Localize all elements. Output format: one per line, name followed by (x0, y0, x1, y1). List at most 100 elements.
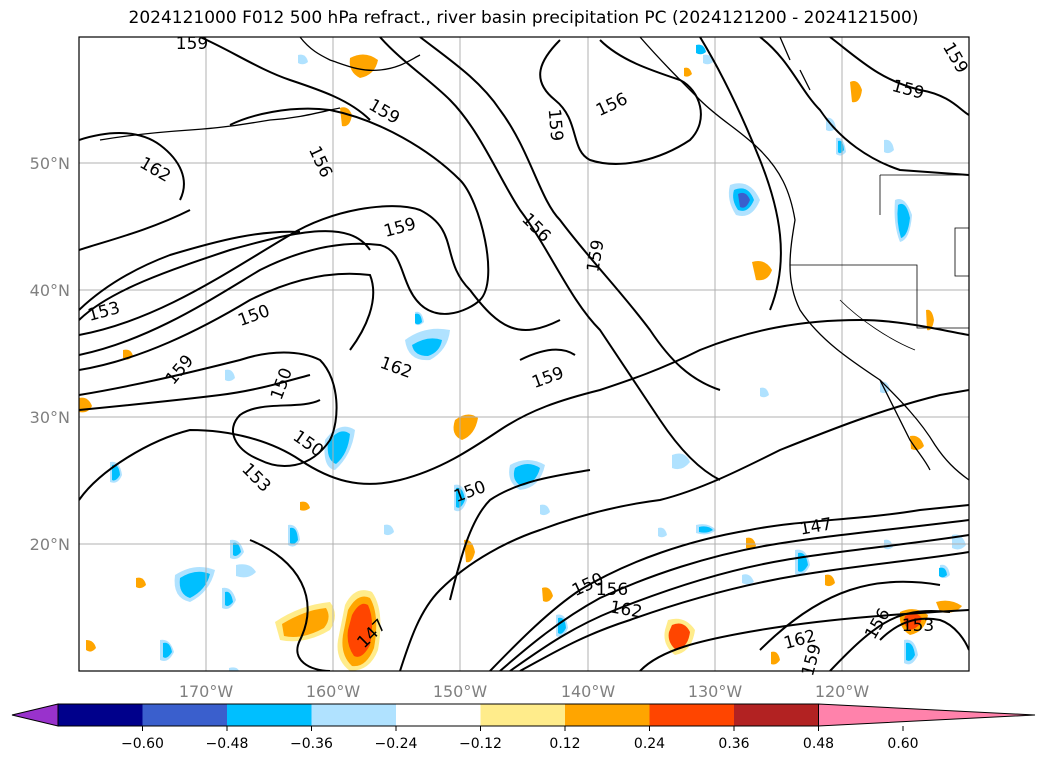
colorbar-tick-label: −0.60 (121, 736, 164, 752)
negative-anomaly-areas (110, 44, 966, 671)
contour-line (249, 539, 331, 671)
lat-tick: 20°N (30, 535, 70, 554)
map-title: 2024121000 F012 500 hPa refract., river … (128, 8, 919, 28)
lon-tick: 130°W (688, 682, 743, 701)
lon-tick: 140°W (561, 682, 616, 701)
contour-label: 150 (267, 365, 297, 402)
coastline-baja (879, 379, 931, 471)
colorbar-frame (57, 703, 819, 727)
colorbar-segment (480, 704, 565, 726)
colorbar-segment (565, 704, 650, 726)
plot-frame (78, 36, 970, 672)
contour-line (449, 469, 591, 601)
contour-line (79, 351, 338, 467)
contour-line (79, 209, 191, 251)
contour-label: 153 (86, 298, 123, 326)
colorbar-segment (734, 704, 819, 726)
contour-label: 159 (890, 76, 927, 104)
contour-line (419, 37, 721, 391)
lat-tick-labels: 50°N 40°N 30°N 20°N (30, 154, 70, 554)
coastline-alaska (299, 37, 421, 71)
lat-tick: 40°N (30, 281, 70, 300)
contour-line (79, 132, 185, 201)
colorbar-tick-label: 0.48 (803, 736, 834, 752)
colorbar-segment (11, 703, 59, 727)
contour-label: 159 (544, 108, 567, 142)
contour-line (639, 609, 969, 671)
contour-label: 162 (136, 153, 174, 187)
contour-line (399, 389, 969, 671)
boundary-state (839, 299, 916, 351)
contour-label: 162 (377, 353, 414, 383)
colorbar-segment (227, 704, 312, 726)
boundary-state (790, 264, 969, 329)
contour-line (759, 37, 969, 176)
contour-label: 159 (176, 34, 208, 54)
contour-label: 153 (902, 616, 934, 636)
colorbar-segment (58, 704, 143, 726)
boundary-state (954, 227, 969, 277)
colorbar-segment (311, 704, 396, 726)
contour-label: 156 (861, 605, 895, 643)
contour-line (79, 205, 561, 336)
political-boundaries (790, 174, 969, 351)
coastlines (99, 37, 969, 481)
colorbar-segment (396, 704, 481, 726)
colorbar-segment (142, 704, 227, 726)
contour-label: 159 (365, 95, 403, 129)
contour-line (79, 230, 301, 311)
lon-tick: 120°W (815, 682, 870, 701)
lon-tick: 160°W (306, 682, 361, 701)
contour-line (79, 272, 375, 371)
contour-line (829, 610, 951, 671)
contour-line (539, 39, 702, 165)
precip-shading (79, 44, 966, 671)
colorbar-segment (649, 704, 734, 726)
colorbar-tick-label: −0.12 (459, 736, 502, 752)
coastline-aleutians (99, 107, 341, 141)
contour-line (79, 107, 490, 356)
contour-line (879, 617, 969, 651)
contour-line (489, 504, 969, 671)
colorbar-tick-label: −0.24 (375, 736, 418, 752)
colorbar-segment (818, 703, 1036, 727)
contour-label: 159 (529, 363, 566, 393)
refractivity-contours (79, 37, 969, 671)
positive-anomaly-areas (79, 54, 962, 671)
contour-line (509, 534, 969, 671)
colorbar: −0.60 −0.48 −0.36 −0.24 −0.12 0.12 0.24 0.36 0.4… (11, 703, 1036, 752)
contour-line (759, 580, 941, 651)
contour-label: 159 (162, 351, 198, 389)
contour-label: 159 (382, 214, 419, 242)
contour-label: 156 (304, 143, 336, 181)
contour-label: 159 (938, 39, 972, 77)
colorbar-tick-label: 0.36 (718, 736, 749, 752)
colorbar-tick-label: −0.48 (206, 736, 249, 752)
contour-line (79, 374, 311, 411)
colorbar-tick-label: 0.12 (549, 736, 580, 752)
colorbar-tick-label: 0.60 (887, 736, 918, 752)
lon-tick-labels: 170°W 160°W 150°W 140°W 130°W 120°W (179, 682, 870, 701)
contour-label: 156 (593, 89, 631, 121)
lon-tick: 170°W (179, 682, 234, 701)
contour-label: 159 (583, 238, 608, 273)
contour-label: 150 (451, 477, 488, 507)
contour-label: 162 (608, 597, 643, 622)
colorbar-tick-label: −0.36 (290, 736, 333, 752)
contour-line (829, 37, 969, 116)
contour-line (519, 348, 576, 361)
coastline-bc (779, 37, 811, 91)
contour-line (379, 37, 721, 481)
lat-tick: 30°N (30, 408, 70, 427)
lon-tick: 150°W (433, 682, 488, 701)
lat-tick: 50°N (30, 154, 70, 173)
contour-line (199, 37, 371, 121)
contour-line (699, 37, 782, 311)
contour-line (79, 230, 371, 321)
contour-label: 153 (237, 459, 274, 496)
colorbar-tick-label: 0.24 (634, 736, 665, 752)
contour-label: 156 (596, 580, 628, 600)
contour-line (519, 551, 969, 671)
contour-line (499, 519, 969, 671)
